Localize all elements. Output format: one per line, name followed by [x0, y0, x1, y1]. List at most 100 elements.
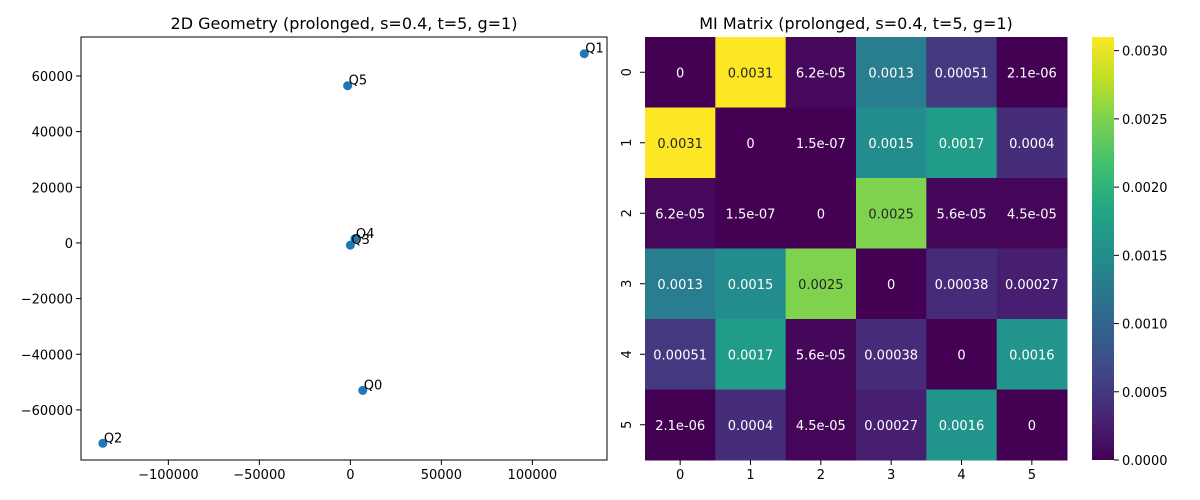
colorbar: 0.0000 0.0005 0.0010 0.0015 0.0020 0.0025 0.00… [1092, 37, 1168, 469]
heatmap-cell [996, 389, 1068, 461]
heatmap-cell-annotation: 0.00051 [935, 66, 989, 81]
heatmap-x-tick-label: 4 [957, 468, 965, 483]
heatmap-x-axis: 0 1 2 3 4 5 [676, 460, 1036, 483]
heatmap-cell [645, 319, 716, 390]
colorbar-tick-label: 0.0020 [1122, 181, 1168, 196]
scatter-y-tick-label: −20000 [21, 293, 73, 308]
heatmap-cell [926, 248, 998, 320]
heatmap-cell [856, 248, 927, 320]
heatmap-cell-annotation: 0.0031 [728, 66, 774, 81]
heatmap-cell-annotation: 0 [746, 137, 754, 152]
heatmap-cell-annotation: 4.5e-05 [796, 419, 846, 434]
heatmap-title: MI Matrix (prolonged, s=0.4, t=5, g=1) [699, 14, 1013, 33]
heatmap-cell [856, 178, 927, 249]
heatmap-cell-annotation: 0.0025 [868, 207, 914, 222]
heatmap-cells [645, 37, 1068, 461]
heatmap-cell [645, 178, 716, 249]
scatter-title: 2D Geometry (prolonged, s=0.4, t=5, g=1) [171, 14, 518, 33]
scatter-y-tick-label: −60000 [21, 404, 73, 419]
heatmap-cell [715, 37, 787, 108]
scatter-x-tick-label: −50000 [233, 468, 285, 483]
heatmap-cell [926, 107, 998, 179]
heatmap-cell [785, 37, 857, 108]
scatter-point-q5 [343, 81, 353, 91]
heatmap-cell [996, 178, 1068, 249]
heatmap-cell-annotation: 2.1e-06 [1007, 66, 1057, 81]
heatmap-cell-annotation: 0.0017 [728, 348, 774, 363]
heatmap-cell [785, 178, 857, 249]
scatter-y-tick-label: 0 [65, 237, 73, 252]
heatmap-annotations: 0 0.0031 6.2e-05 0.0013 0.00051 2.1e-06 0.0031… [653, 66, 1058, 434]
scatter-x-axis: −100000 −50000 0 50000 100000 [138, 460, 557, 483]
scatter-x-tick-label: 100000 [508, 468, 558, 483]
scatter-y-tick-label: 40000 [32, 126, 73, 141]
scatter-y-tick-label: 60000 [32, 70, 73, 85]
heatmap-cell-annotation: 0 [957, 348, 965, 363]
heatmap-cell-annotation: 0.00027 [1005, 278, 1059, 293]
heatmap-y-tick-label: 3 [620, 280, 635, 288]
scatter-axes-frame [80, 36, 608, 461]
heatmap-cell [715, 178, 787, 249]
colorbar-tick-label: 0.0030 [1122, 45, 1168, 60]
heatmap-cell-annotation: 0 [817, 207, 825, 222]
scatter-points [98, 49, 589, 448]
heatmap-cell [785, 389, 857, 461]
heatmap-x-tick-label: 1 [746, 468, 754, 483]
heatmap-cell [926, 319, 998, 390]
heatmap-cell-annotation: 0 [1028, 419, 1036, 434]
heatmap-cell-annotation: 1.5e-07 [796, 137, 846, 152]
heatmap-cell [645, 107, 716, 179]
scatter-point-label-q2: Q2 [104, 431, 123, 446]
heatmap-cell-annotation: 0.0004 [728, 419, 774, 434]
heatmap-cell-annotation: 0 [887, 278, 895, 293]
scatter-point-q2 [98, 438, 108, 448]
heatmap-cell [926, 37, 998, 108]
heatmap-cell [785, 248, 857, 320]
heatmap-y-tick-label: 0 [620, 68, 635, 76]
colorbar-tick-label: 0.0000 [1122, 454, 1168, 469]
heatmap-cell-annotation: 0.0015 [868, 137, 914, 152]
heatmap-cell [856, 389, 927, 461]
scatter-y-axis: −60000 −40000 −20000 0 20000 40000 60000 [21, 70, 81, 419]
heatmap-cell-annotation: 0.0004 [1009, 137, 1055, 152]
heatmap-y-tick-label: 1 [620, 139, 635, 147]
scatter-point-label-q3: Q3 [351, 233, 370, 248]
heatmap-y-axis: 0 1 2 3 4 5 [620, 68, 645, 429]
heatmap-cell-annotation: 6.2e-05 [796, 66, 846, 81]
heatmap-panel: MI Matrix (prolonged, s=0.4, t=5, g=1) 0… [620, 14, 1068, 483]
heatmap-cell-annotation: 0 [676, 66, 684, 81]
heatmap-y-tick-label: 5 [620, 421, 635, 429]
heatmap-x-tick-label: 0 [676, 468, 684, 483]
heatmap-cell-annotation: 5.6e-05 [796, 348, 846, 363]
scatter-x-tick-label: 0 [346, 468, 354, 483]
scatter-panel: 2D Geometry (prolonged, s=0.4, t=5, g=1)… [21, 14, 608, 483]
heatmap-cell-annotation: 0.0013 [657, 278, 703, 293]
heatmap-cell [996, 319, 1068, 390]
heatmap-cell-annotation: 0.0013 [868, 66, 914, 81]
heatmap-cell-annotation: 0.00027 [864, 419, 918, 434]
scatter-y-tick-label: −40000 [21, 348, 73, 363]
heatmap-x-tick-label: 3 [887, 468, 895, 483]
heatmap-cell [926, 178, 998, 249]
heatmap-cell [926, 389, 998, 461]
heatmap-cell [715, 248, 787, 320]
scatter-x-tick-label: 50000 [421, 468, 462, 483]
heatmap-cell-annotation: 0.00051 [653, 348, 707, 363]
heatmap-cell [996, 248, 1068, 320]
heatmap-cell-annotation: 0.0016 [939, 419, 985, 434]
scatter-point-q0 [358, 385, 368, 395]
scatter-y-tick-label: 20000 [32, 181, 73, 196]
heatmap-cell [645, 37, 716, 108]
heatmap-cell [645, 389, 716, 461]
heatmap-cell [785, 107, 857, 179]
heatmap-cell [645, 248, 716, 320]
heatmap-cell [856, 37, 927, 108]
scatter-point-label-q1: Q1 [585, 42, 604, 57]
scatter-point-q1 [579, 49, 589, 59]
heatmap-cell-annotation: 0.0015 [728, 278, 774, 293]
heatmap-cell-annotation: 1.5e-07 [726, 207, 776, 222]
heatmap-cell [996, 107, 1068, 179]
heatmap-cell [785, 319, 857, 390]
colorbar-ticks: 0.0000 0.0005 0.0010 0.0015 0.0020 0.0025 0.00… [1114, 45, 1168, 469]
